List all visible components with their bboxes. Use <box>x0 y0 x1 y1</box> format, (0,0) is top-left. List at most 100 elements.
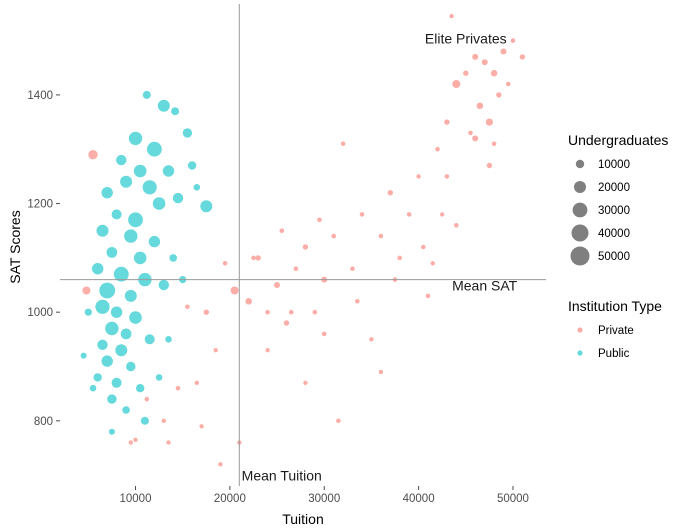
data-point <box>490 69 498 77</box>
data-point <box>510 38 516 43</box>
data-point <box>171 107 180 116</box>
data-point <box>317 217 322 223</box>
annotation-mean-sat: Mean SAT <box>452 277 518 293</box>
data-point <box>463 70 469 76</box>
x-tick-label: 20000 <box>214 493 246 505</box>
data-point <box>378 233 384 239</box>
data-point <box>166 440 171 445</box>
data-point <box>519 54 526 60</box>
data-point <box>369 337 374 342</box>
data-point <box>175 385 181 391</box>
data-point <box>169 254 177 262</box>
x-tick-label: 10000 <box>120 493 152 505</box>
data-point <box>435 146 440 152</box>
data-point <box>133 251 147 265</box>
data-point <box>506 81 511 87</box>
data-point <box>265 309 270 315</box>
data-point <box>265 348 270 353</box>
data-point <box>95 299 110 314</box>
data-point <box>155 374 163 381</box>
data-point <box>387 190 393 196</box>
data-point <box>288 309 294 315</box>
y-axis-title: SAT Scores <box>7 210 23 283</box>
data-point <box>120 328 132 340</box>
data-point <box>359 212 365 217</box>
data-point <box>454 223 459 228</box>
data-point <box>406 212 412 217</box>
legend: Undergraduates 10000 20000 30000 40000 50000 I… <box>568 132 668 360</box>
data-point <box>124 289 137 302</box>
data-point <box>97 339 108 350</box>
data-point <box>425 293 431 299</box>
data-point <box>93 373 102 382</box>
data-point <box>136 384 145 393</box>
y-tick-label: 1200 <box>27 199 53 211</box>
data-point <box>440 212 445 217</box>
data-point <box>336 418 341 424</box>
data-point <box>444 119 450 125</box>
data-point <box>101 355 113 367</box>
data-point <box>331 233 337 239</box>
data-point <box>144 334 155 345</box>
data-point <box>147 141 162 157</box>
axes: 10000 20000 30000 40000 50000 800 1000 1200 1400… <box>7 90 529 527</box>
data-point <box>82 286 91 295</box>
data-point <box>350 266 355 272</box>
y-tick-label: 800 <box>34 416 53 428</box>
y-tick-label: 1400 <box>27 90 53 102</box>
data-point <box>158 279 169 291</box>
data-point <box>108 428 115 435</box>
data-point <box>500 48 507 55</box>
data-point <box>200 200 213 213</box>
color-legend-symbol <box>577 327 583 333</box>
data-point <box>111 377 122 388</box>
data-point <box>452 80 461 88</box>
data-point <box>80 352 87 359</box>
color-legend-title: Institution Type <box>568 298 662 314</box>
data-point <box>161 418 166 423</box>
size-legend-symbol <box>570 246 590 266</box>
data-point <box>105 321 119 336</box>
data-point <box>472 135 479 142</box>
data-point <box>303 380 308 385</box>
color-legend-label: Private <box>598 325 634 337</box>
data-point <box>251 255 256 261</box>
data-point <box>245 298 252 305</box>
reference-lines <box>60 4 546 486</box>
data-point <box>144 396 150 402</box>
data-point <box>101 187 113 199</box>
data-point <box>203 309 209 315</box>
data-point <box>476 102 484 110</box>
data-point <box>89 384 97 392</box>
data-point <box>106 247 118 258</box>
x-axis-title: Tuition <box>282 511 324 527</box>
data-point <box>84 308 92 316</box>
x-tick-label: 30000 <box>308 493 340 505</box>
data-point <box>255 255 261 261</box>
size-legend-label: 40000 <box>598 228 630 240</box>
data-point <box>96 224 109 237</box>
data-point <box>279 228 285 233</box>
data-point <box>148 235 161 248</box>
data-point <box>129 311 142 324</box>
data-point <box>182 128 193 138</box>
data-point <box>92 263 104 275</box>
color-legend-label: Public <box>598 348 630 360</box>
data-point <box>496 92 502 98</box>
data-point <box>120 175 133 188</box>
data-point <box>486 162 493 169</box>
annotation-mean-tuition: Mean Tuition <box>242 468 322 484</box>
data-point <box>157 99 170 112</box>
size-legend-title: Undergraduates <box>568 132 668 148</box>
data-point <box>140 416 149 425</box>
annotation-elite-privates: Elite Privates <box>425 30 507 46</box>
data-point <box>468 130 473 136</box>
data-point <box>99 282 116 299</box>
data-point <box>88 150 98 160</box>
data-point <box>302 244 309 250</box>
size-legend-label: 20000 <box>598 182 630 194</box>
data-point <box>162 165 175 177</box>
data-point <box>472 53 479 60</box>
size-legend-symbol <box>575 159 585 169</box>
